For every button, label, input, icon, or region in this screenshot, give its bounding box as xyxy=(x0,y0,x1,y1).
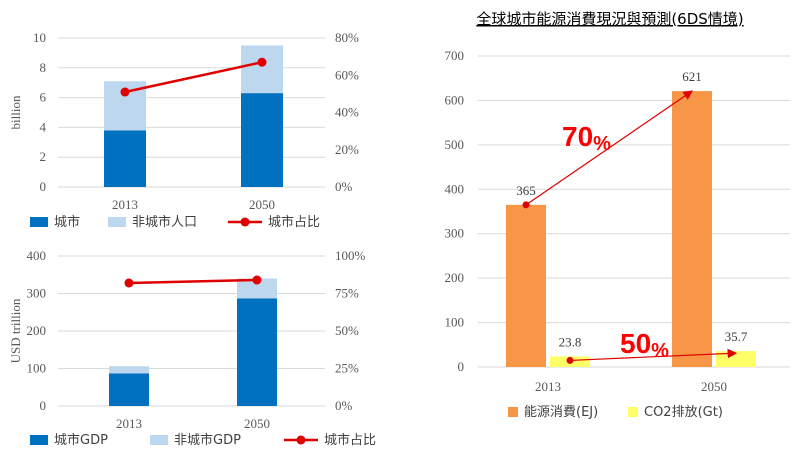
energy-growth-arrow xyxy=(525,90,693,206)
arrow-start-point xyxy=(566,356,574,364)
population-chart: 0 2 4 6 8 10 0% 20% 40% 60% 80% billion 2013 2050 城市 非城… xyxy=(8,30,359,230)
legend-label: 城市GDP xyxy=(54,432,108,448)
bar xyxy=(716,351,756,367)
y-axis-title: billion xyxy=(8,95,23,129)
y-tick-label: 400 xyxy=(445,181,465,196)
y-tick-label: 2 xyxy=(40,149,47,164)
y2-tick-label: 100% xyxy=(335,248,366,263)
data-label: 365 xyxy=(516,183,536,198)
share-point xyxy=(257,57,267,67)
y2-tick-label: 50% xyxy=(335,323,359,338)
legend-line-marker xyxy=(240,217,250,227)
legend-line-marker xyxy=(296,435,306,445)
bar-segment xyxy=(109,366,149,374)
chart-title: 全球城市能源消費現況與預測(6DS情境) xyxy=(476,10,743,28)
y2-tick-label: 20% xyxy=(335,142,359,157)
y2-tick-label: 40% xyxy=(335,105,359,120)
legend-label: 非城市GDP xyxy=(174,432,241,448)
share-point xyxy=(120,87,130,97)
legend-label: 城市占比 xyxy=(324,432,376,448)
co2-growth-annotation: 50% xyxy=(620,328,669,362)
legend-label: CO2排放(Gt) xyxy=(644,405,723,420)
legend-swatch xyxy=(150,435,168,445)
y-tick-label: 200 xyxy=(445,270,465,285)
bar-segment xyxy=(109,373,149,406)
x-tick-label: 2013 xyxy=(116,416,142,431)
y-tick-label: 500 xyxy=(445,137,465,152)
y-tick-label: 8 xyxy=(40,60,47,75)
co2-growth-arrow xyxy=(569,348,738,362)
y-tick-label: 300 xyxy=(445,226,465,241)
y2-tick-label: 0% xyxy=(335,179,353,194)
y-axis-title: USD trillion xyxy=(8,298,23,363)
y-tick-label: 10 xyxy=(33,30,46,45)
y-tick-label: 6 xyxy=(40,90,47,105)
y-tick-label: 400 xyxy=(27,248,47,263)
bar-segment xyxy=(237,298,277,406)
legend-label: 能源消費(EJ) xyxy=(524,405,598,420)
bar xyxy=(672,91,712,367)
bar-segment xyxy=(241,45,283,94)
share-line xyxy=(124,60,263,94)
gdp-chart: 0 100 200 300 400 0% 25% 50% 75% 100% USD trillion… xyxy=(8,248,376,448)
y-tick-label: 4 xyxy=(40,119,47,134)
data-label: 35.7 xyxy=(725,329,748,344)
legend-swatch xyxy=(108,217,126,227)
x-tick-label: 2050 xyxy=(244,416,270,431)
y-tick-label: 700 xyxy=(445,48,465,63)
data-label: 23.8 xyxy=(559,334,582,349)
y-tick-label: 100 xyxy=(27,361,47,376)
bar-segment xyxy=(104,130,146,187)
y-tick-label: 300 xyxy=(27,286,47,301)
legend-swatch xyxy=(30,217,48,227)
y-tick-label: 600 xyxy=(445,92,465,107)
bar xyxy=(506,204,546,367)
legend-swatch xyxy=(508,407,518,417)
x-tick-label: 2050 xyxy=(249,197,275,212)
legend-label: 城市占比 xyxy=(268,214,320,230)
energy-growth-annotation: 70% xyxy=(562,121,611,155)
y2-tick-label: 75% xyxy=(335,286,359,301)
bar-segment xyxy=(237,278,277,299)
y-tick-label: 0 xyxy=(40,179,47,194)
y-tick-label: 0 xyxy=(40,398,47,413)
legend-label: 城市 xyxy=(54,214,80,230)
energy-chart: 全球城市能源消費現況與預測(6DS情境) 0 100 200 300 400 500 600… xyxy=(445,10,790,420)
x-tick-label: 2013 xyxy=(535,379,561,394)
y2-tick-label: 25% xyxy=(335,361,359,376)
y2-tick-label: 60% xyxy=(335,67,359,82)
legend-label: 非城市人口 xyxy=(132,214,197,230)
legend-swatch xyxy=(628,407,638,417)
x-tick-label: 2013 xyxy=(112,197,138,212)
bar-segment xyxy=(241,93,283,187)
y-tick-label: 100 xyxy=(445,315,465,330)
y-tick-label: 0 xyxy=(458,359,465,374)
share-point xyxy=(124,278,134,288)
x-tick-label: 2050 xyxy=(701,379,727,394)
arrow-start-point xyxy=(522,201,530,209)
share-point xyxy=(252,275,262,285)
legend-swatch xyxy=(30,435,48,445)
y2-tick-label: 0% xyxy=(335,398,353,413)
y-tick-label: 200 xyxy=(27,323,47,338)
data-label: 621 xyxy=(682,69,702,84)
y2-tick-label: 80% xyxy=(335,30,359,45)
share-line xyxy=(128,278,258,285)
